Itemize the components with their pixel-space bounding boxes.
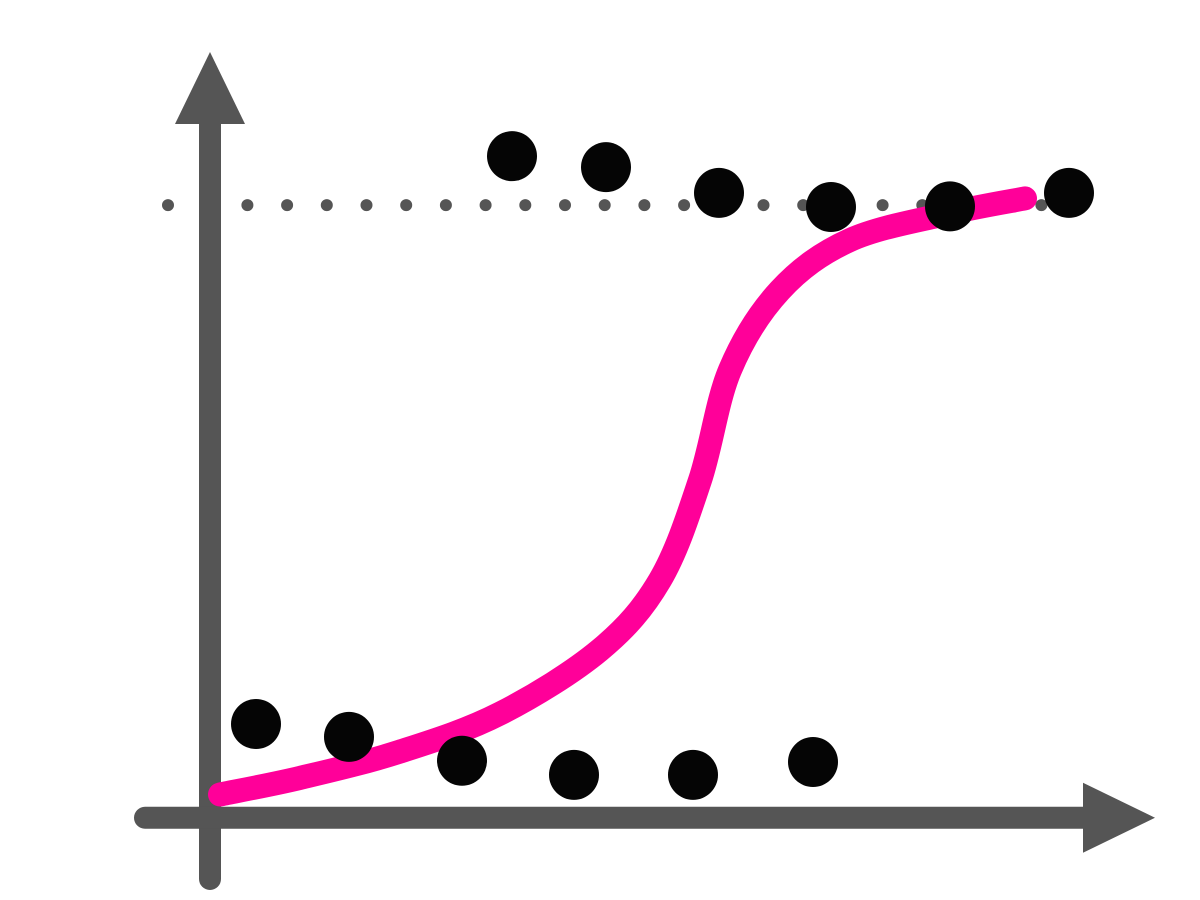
data-point (925, 181, 975, 232)
data-point (437, 735, 487, 786)
data-point (487, 131, 537, 182)
data-point (324, 711, 374, 762)
data-point (1044, 167, 1094, 218)
data-point (668, 749, 718, 800)
data-point (694, 167, 744, 218)
data-point (806, 181, 856, 232)
data-point (788, 736, 838, 787)
data-point (549, 749, 599, 800)
x-axis-arrow (1083, 782, 1155, 853)
data-point (231, 699, 281, 750)
y-axis-arrow (175, 52, 245, 124)
sigmoid-curve (208, 186, 1037, 807)
data-point (581, 142, 631, 193)
